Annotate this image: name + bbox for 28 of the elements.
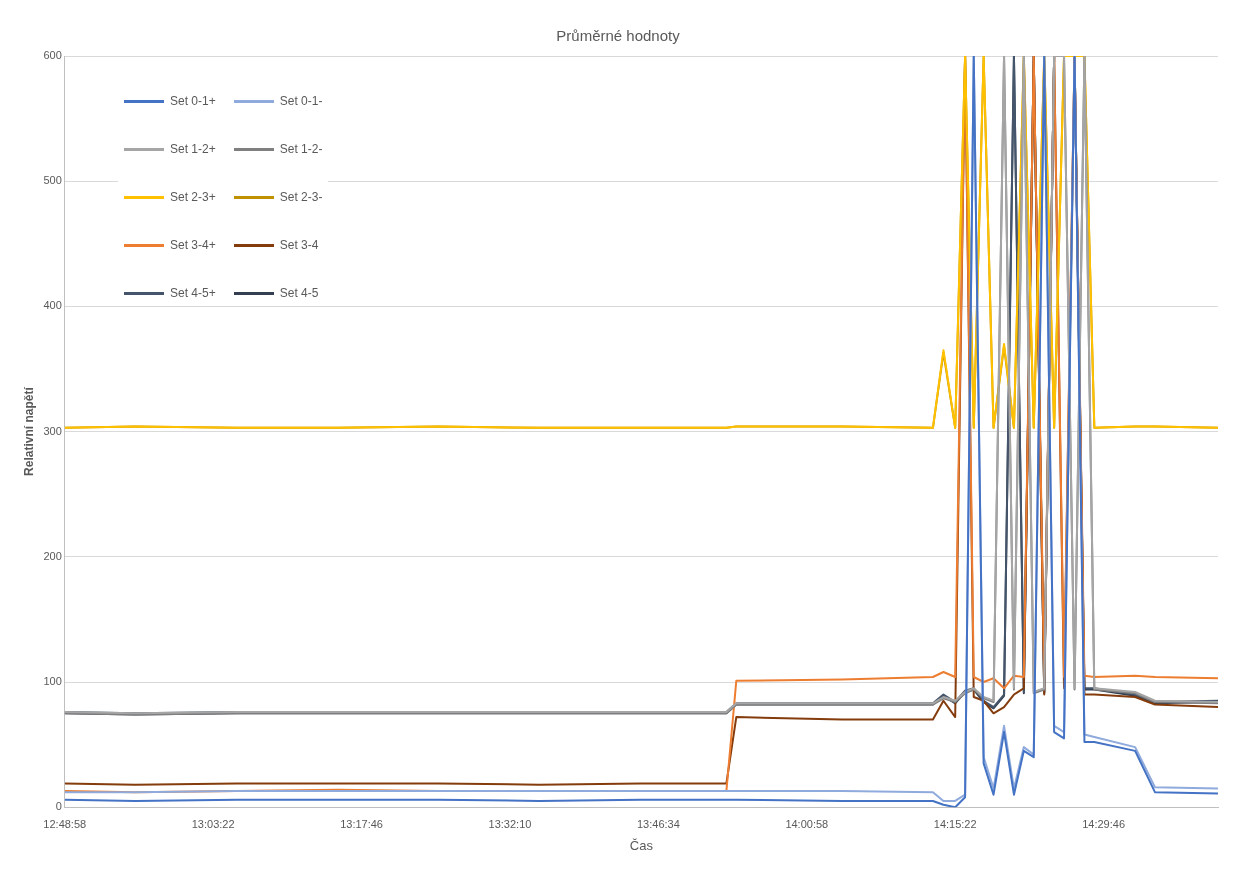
y-tick-label: 400: [43, 299, 62, 312]
y-tick-label: 500: [43, 174, 62, 187]
legend-label: Set 3-4: [279, 238, 319, 252]
x-tick-label: 13:17:46: [340, 817, 383, 830]
legend-label: Set 3-4+: [170, 238, 216, 252]
chart-title: Průměrné hodnoty: [556, 27, 681, 45]
y-tick-label: 600: [43, 49, 62, 62]
legend-label: Set 2-3-: [279, 190, 323, 204]
legend-label: Set 0-1+: [170, 94, 216, 108]
x-tick-label: 13:32:10: [488, 817, 532, 830]
x-tick-label: 12:48:58: [43, 817, 87, 830]
x-axis-title: Čas: [629, 837, 654, 853]
x-tick-label: 13:03:22: [191, 817, 235, 830]
legend-label: Set 0-1-: [279, 94, 323, 108]
legend-label: Set 4-5: [279, 286, 319, 300]
y-tick-label: 200: [43, 549, 62, 562]
x-tick-label: 14:29:46: [1082, 817, 1126, 830]
y-axis-title: Relativní napětí: [21, 386, 36, 476]
y-tick-label: 100: [43, 675, 62, 688]
legend-label: Set 1-2-: [279, 142, 323, 156]
legend-label: Set 2-3+: [170, 190, 216, 204]
legend-label: Set 1-2+: [170, 142, 216, 156]
x-tick-label: 14:00:58: [785, 817, 829, 830]
y-tick-label: 0: [55, 800, 62, 813]
x-tick-label: 14:15:22: [933, 817, 977, 830]
legend-label: Set 4-5+: [170, 286, 216, 300]
x-tick-label: 13:46:34: [636, 817, 680, 830]
y-tick-label: 300: [43, 424, 62, 437]
